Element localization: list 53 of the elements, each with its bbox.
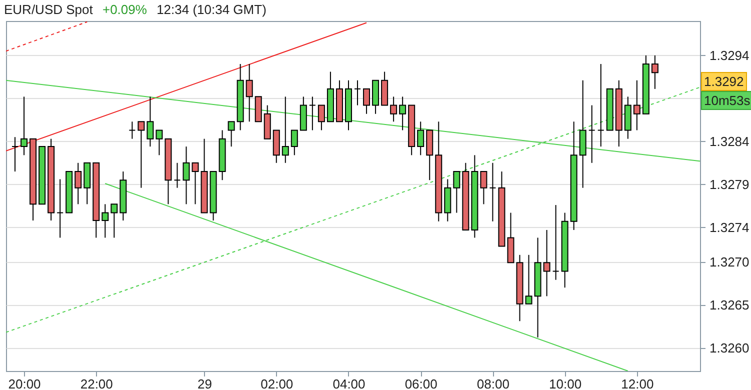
y-tick-label: 1.3270	[710, 254, 750, 270]
candlestick	[110, 204, 118, 238]
x-tick-label: 02:00	[260, 376, 294, 390]
candlestick	[12, 136, 19, 172]
candlestick	[453, 170, 460, 214]
candlestick	[390, 96, 398, 122]
y-tick-label: 1.3279	[710, 176, 750, 192]
candlestick	[552, 204, 560, 280]
candlestick	[354, 80, 362, 106]
candlestick	[174, 162, 181, 188]
x-tick-label: 20:00	[8, 376, 41, 390]
price-tag: 1.3292	[701, 72, 747, 91]
y-tick-label: 1.3274	[710, 220, 750, 235]
candlestick	[399, 96, 406, 131]
candlestick	[480, 170, 488, 205]
candlestick	[156, 130, 163, 156]
x-tick-label: 12:00	[621, 376, 654, 390]
candlestick	[290, 130, 298, 156]
candlestick	[363, 88, 370, 114]
x-tick-label: 06:00	[404, 376, 438, 390]
y-tick-label: 1.3284	[710, 134, 750, 149]
x-tick-label: 08:00	[476, 376, 510, 390]
candlestick	[417, 121, 424, 156]
candlestick	[525, 254, 532, 304]
candlestick	[543, 229, 550, 297]
x-tick-label: 04:00	[332, 376, 366, 390]
x-tick-label: 10:00	[549, 376, 582, 390]
candlestick	[246, 64, 253, 122]
candlestick	[633, 80, 640, 131]
candlestick	[489, 162, 496, 222]
candlestick	[192, 162, 199, 205]
y-tick-label: 1.3260	[710, 340, 750, 356]
candlestick	[588, 104, 596, 164]
candlestick	[56, 178, 64, 238]
candlestick	[318, 104, 325, 131]
candlestick	[20, 96, 28, 156]
price-tag: 10m53s	[701, 91, 751, 110]
candlestick	[228, 121, 235, 148]
candlestick	[651, 54, 658, 90]
candlestick	[308, 96, 316, 131]
y-tick-label: 1.3294	[710, 48, 750, 63]
candlestick	[138, 121, 145, 188]
candlestick	[597, 64, 604, 148]
chart-subtitle: +0.09% 12:34 (10:34 GMT)	[101, 2, 266, 17]
y-tick-label: 1.3265	[710, 297, 750, 312]
x-tick-label: 29	[198, 376, 212, 390]
chart-title: EUR/USD Spot	[4, 2, 93, 17]
x-tick-label: 22:00	[80, 376, 113, 390]
candlestick	[74, 162, 82, 205]
candlestick	[146, 96, 154, 148]
candlestick	[128, 121, 136, 140]
candlestick	[182, 146, 190, 205]
candlestick	[102, 204, 109, 238]
